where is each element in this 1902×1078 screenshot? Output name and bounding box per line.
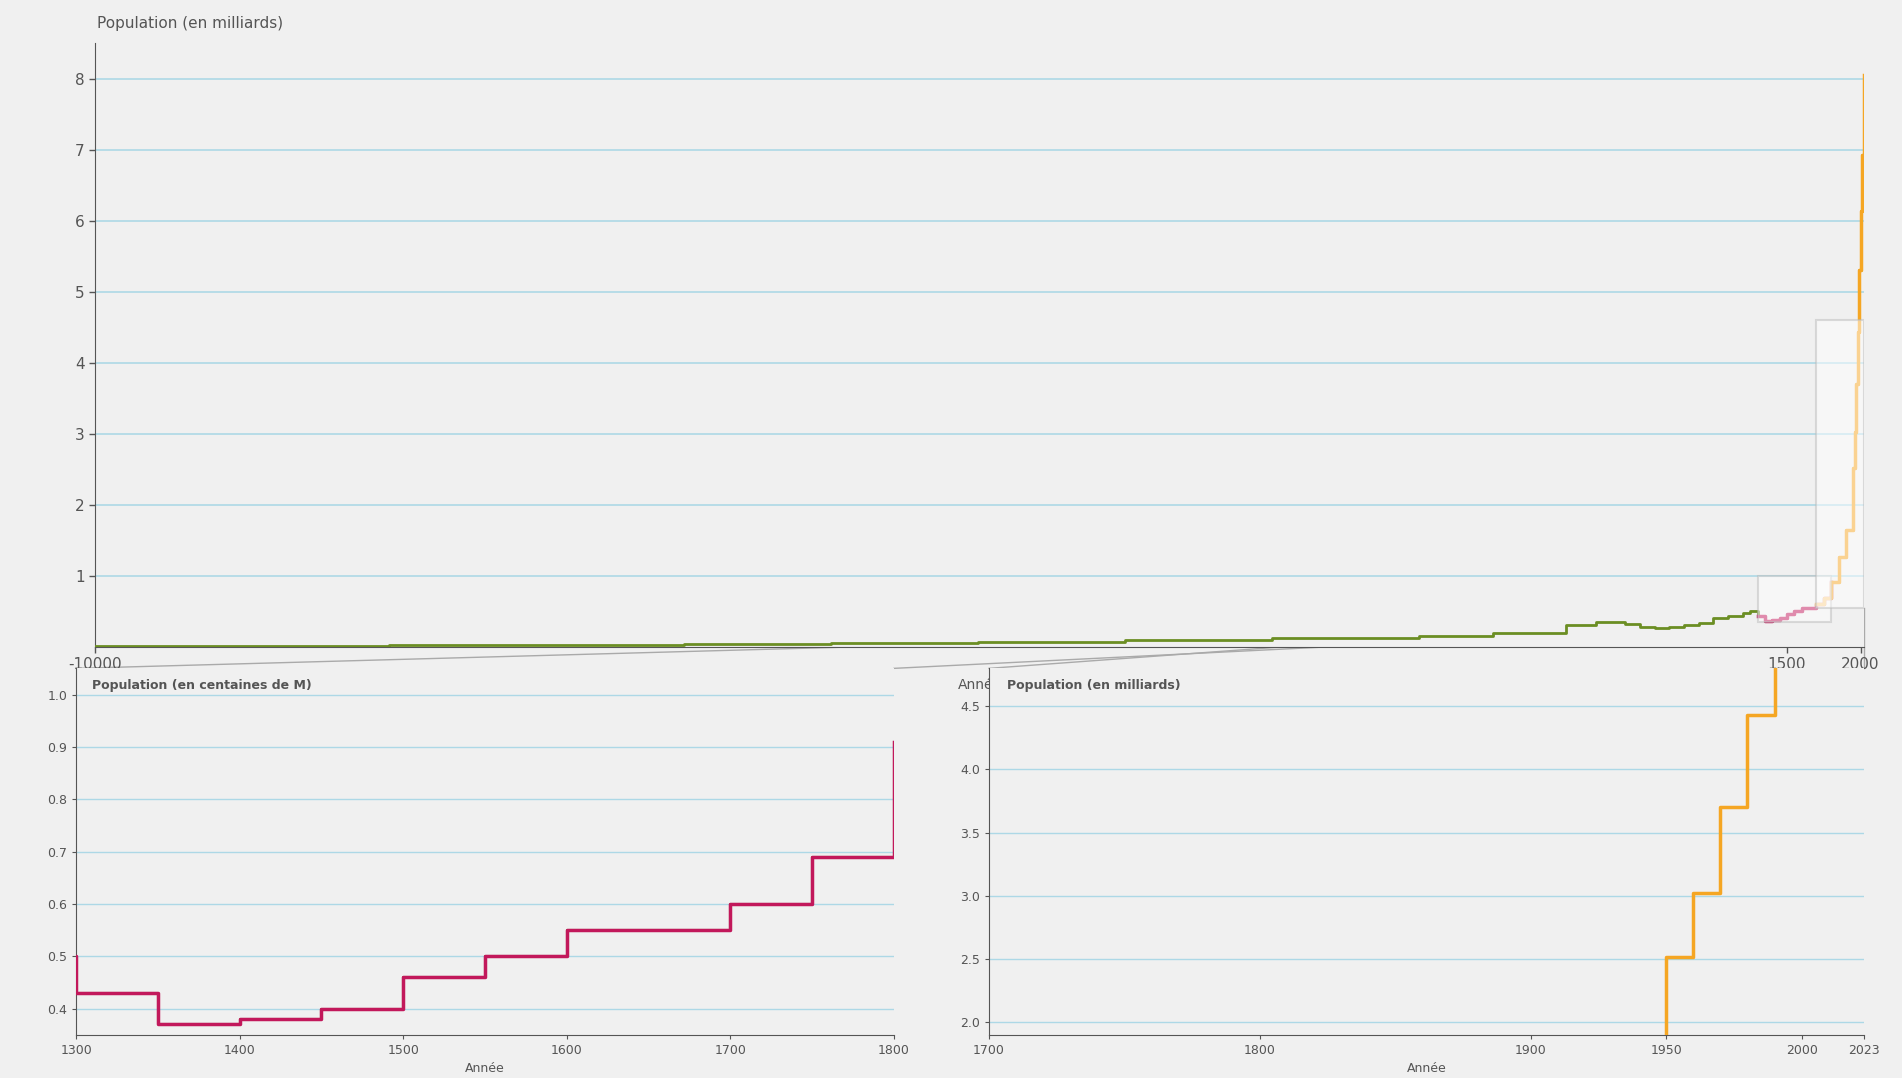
Text: Population (en centaines de M): Population (en centaines de M): [93, 679, 312, 692]
Bar: [1816, 320, 1864, 608]
Text: Population (en milliards): Population (en milliards): [97, 16, 283, 31]
X-axis label: Année: Année: [1407, 1063, 1446, 1076]
Text: Population (en milliards): Population (en milliards): [1006, 679, 1179, 692]
X-axis label: Année: Année: [957, 678, 1002, 692]
X-axis label: Année: Année: [466, 1063, 504, 1076]
Bar: [1757, 576, 1832, 622]
